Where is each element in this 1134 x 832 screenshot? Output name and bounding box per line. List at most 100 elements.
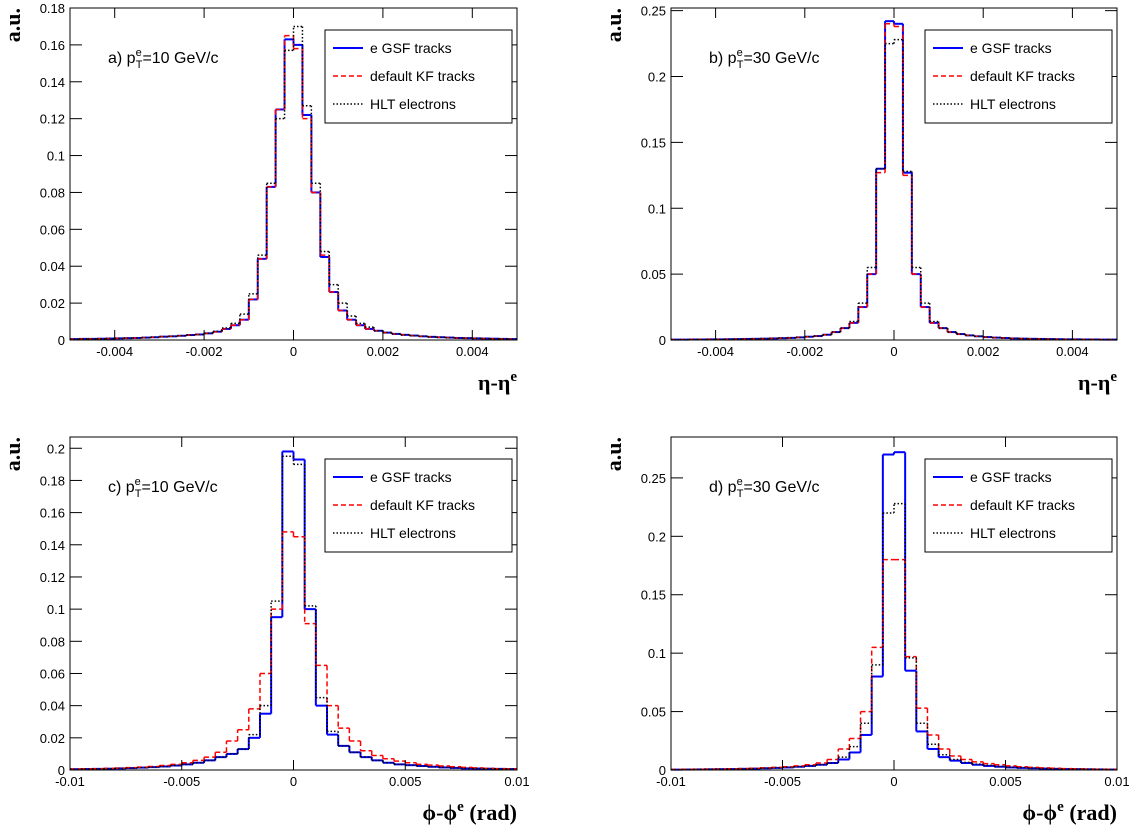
y-tick-label: 0.05: [641, 705, 666, 720]
x-tick-label: 0.005: [389, 774, 422, 789]
x-axis-label-part: e: [1110, 369, 1117, 385]
y-tick-label: 0.1: [648, 201, 666, 216]
annotation-sub: T: [135, 488, 142, 500]
y-tick-label: 0.12: [40, 112, 65, 127]
y-tick-label: 0.15: [641, 588, 666, 603]
y-tick-label: 0.16: [40, 38, 65, 53]
legend-box: [924, 29, 1113, 124]
annotation-part: c) p: [108, 479, 135, 496]
x-tick-label: -0.01: [656, 774, 686, 789]
y-tick-label: 0.05: [641, 267, 666, 282]
y-tick-label: 0.2: [47, 441, 65, 456]
annotation-part: d) p: [709, 479, 737, 496]
panel: 0 0.05 0.1 0.15 0.2 0.25 -0.01 -0.005 0 0.005 0.01…: [601, 436, 1130, 825]
annotation-sup: e: [737, 476, 743, 488]
series: [671, 502, 1117, 771]
x-tick-label: -0.01: [55, 774, 85, 789]
legend-box: [324, 29, 513, 124]
annotation-sup: e: [135, 476, 141, 488]
series: [70, 455, 517, 770]
x-tick-label: 0.01: [1104, 774, 1129, 789]
y-tick-label: 0.18: [40, 473, 65, 488]
y-tick-label: 0.1: [47, 149, 65, 164]
y-tick-label: 0.18: [40, 1, 65, 16]
annotation-sup: e: [136, 47, 142, 59]
x-tick-label: 0: [290, 774, 297, 789]
x-axis-label: η-ηe: [478, 369, 517, 395]
x-axis-label-part: (rad): [1064, 800, 1117, 825]
annotation-sub: T: [136, 59, 143, 71]
legend-label: e GSF tracks: [370, 469, 452, 485]
legend-box: [324, 458, 513, 553]
x-tick-label: -0.005: [163, 774, 200, 789]
annotation-sup: e: [737, 47, 743, 59]
y-tick-label: 0.08: [40, 634, 65, 649]
legend-label: e GSF tracks: [370, 40, 452, 56]
series: [671, 38, 1117, 341]
panel: 0 0.02 0.04 0.06 0.08 0.1 0.12 0.14 0.16 0.18 0.2 -…: [0, 436, 530, 825]
y-tick-label: 0: [58, 333, 65, 348]
y-axis-label: a.u.: [601, 8, 626, 42]
legend-label: HLT electrons: [370, 96, 456, 112]
y-axis-label: a.u.: [0, 8, 25, 42]
y-tick-label: 0: [659, 763, 666, 778]
x-tick-label: 0.005: [989, 774, 1022, 789]
y-tick-label: 0.15: [641, 135, 666, 150]
x-axis-label-part: ϕ-ϕ: [1022, 800, 1057, 825]
y-axis-label: a.u.: [601, 437, 626, 471]
series: [70, 25, 517, 340]
y-tick-label: 0.1: [648, 646, 666, 661]
series: [671, 558, 1117, 771]
x-axis-label: η-ηe: [1078, 369, 1117, 395]
legend-label: HLT electrons: [970, 96, 1056, 112]
x-axis-label-part: (rad): [464, 800, 517, 825]
x-tick-label: 0.002: [367, 344, 400, 359]
legend-label: e GSF tracks: [970, 469, 1052, 485]
series: [70, 531, 517, 770]
legend-label: HLT electrons: [370, 525, 456, 541]
y-tick-label: 0: [659, 333, 666, 348]
legend-label: e GSF tracks: [970, 40, 1052, 56]
y-tick-label: 0.02: [40, 731, 65, 746]
x-tick-label: -0.002: [186, 344, 223, 359]
x-tick-label: 0.002: [967, 344, 1000, 359]
x-axis-label-part: ϕ-ϕ: [422, 800, 457, 825]
y-tick-label: 0.25: [641, 471, 666, 486]
x-axis-label-part: e: [1057, 799, 1064, 815]
y-tick-label: 0.06: [40, 666, 65, 681]
y-tick-label: 0: [58, 763, 65, 778]
legend-box: [924, 458, 1113, 553]
annotation-part: =30 GeV/c: [743, 50, 819, 67]
y-tick-label: 0.12: [40, 570, 65, 585]
y-tick-label: 0.02: [40, 296, 65, 311]
x-tick-label: -0.002: [786, 344, 823, 359]
legend-label: HLT electrons: [970, 525, 1056, 541]
x-axis-label-part: η-η: [1078, 370, 1110, 395]
x-tick-label: -0.005: [764, 774, 801, 789]
y-tick-label: 0.08: [40, 185, 65, 200]
annotation-sub: T: [737, 488, 744, 500]
x-tick-label: -0.004: [697, 344, 734, 359]
y-tick-label: 0.04: [40, 259, 65, 274]
x-tick-label: 0: [890, 774, 897, 789]
x-tick-label: 0: [290, 344, 297, 359]
annotation: c) pe T=10 GeV/c: [108, 476, 218, 500]
annotation: d) pe T=30 GeV/c: [709, 476, 819, 500]
x-axis-label: ϕ-ϕe (rad): [422, 799, 517, 825]
x-axis-label-part: η-η: [478, 370, 510, 395]
y-tick-label: 0.06: [40, 222, 65, 237]
annotation-part: a) p: [108, 50, 136, 67]
annotation-part: b) p: [709, 50, 737, 67]
x-axis-label-part: e: [510, 369, 517, 385]
panel: 0 0.02 0.04 0.06 0.08 0.1 0.12 0.14 0.16 0.18 -0.0…: [0, 1, 518, 395]
annotation-part: =10 GeV/c: [142, 50, 218, 67]
x-axis-label: ϕ-ϕe (rad): [1022, 799, 1117, 825]
y-tick-label: 0.1: [47, 602, 65, 617]
annotation-part: =30 GeV/c: [743, 479, 819, 496]
panel: 0 0.05 0.1 0.15 0.2 0.25 -0.004 -0.002 0 0.002 0.0…: [601, 4, 1118, 395]
legend-label: default KF tracks: [370, 68, 475, 84]
annotation: b) pe T=30 GeV/c: [709, 47, 819, 71]
y-tick-label: 0.14: [40, 75, 65, 90]
annotation-part: =10 GeV/c: [142, 479, 218, 496]
